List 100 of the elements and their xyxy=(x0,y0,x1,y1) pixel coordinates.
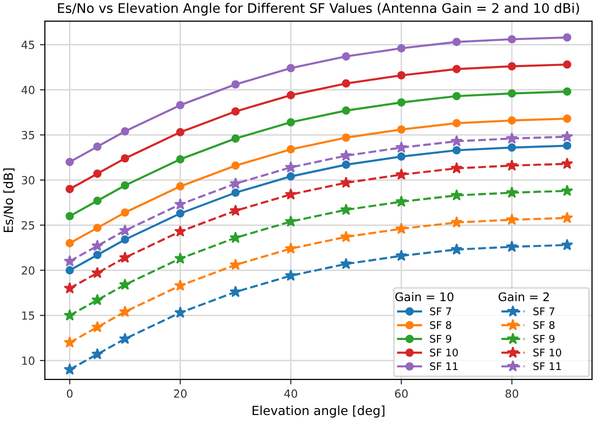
point xyxy=(561,158,574,169)
point xyxy=(230,177,242,189)
point xyxy=(230,286,242,298)
point xyxy=(562,60,572,69)
point xyxy=(286,64,295,72)
point xyxy=(506,132,518,144)
point xyxy=(342,79,350,88)
point xyxy=(395,168,408,180)
point xyxy=(64,255,76,266)
point xyxy=(64,336,76,348)
point xyxy=(506,213,518,225)
point xyxy=(120,181,130,190)
point xyxy=(450,243,463,255)
point xyxy=(450,216,463,228)
point xyxy=(561,184,574,196)
legend-label: SF 7 xyxy=(533,307,554,316)
point xyxy=(342,106,350,115)
legend-label: SF 9 xyxy=(533,334,554,343)
point xyxy=(397,98,406,107)
point xyxy=(120,154,130,163)
point xyxy=(397,71,406,80)
point xyxy=(342,133,350,142)
point xyxy=(231,134,240,143)
point xyxy=(176,128,184,136)
y-tick-label: 45 xyxy=(22,40,34,50)
point xyxy=(230,232,242,243)
point xyxy=(119,224,131,236)
point xyxy=(119,332,131,344)
text: Gain = 2 xyxy=(498,292,549,302)
point xyxy=(340,258,352,270)
point xyxy=(91,266,104,278)
point xyxy=(562,114,572,123)
legend-label: SF 10 xyxy=(430,348,458,356)
point xyxy=(450,189,463,201)
point xyxy=(452,92,461,100)
point xyxy=(174,252,186,264)
point xyxy=(230,258,242,270)
point xyxy=(176,100,184,110)
point xyxy=(284,242,297,254)
x-tick-label: 0 xyxy=(66,389,73,398)
point xyxy=(91,348,104,360)
y-tick-label: 40 xyxy=(22,86,34,94)
point xyxy=(342,52,350,61)
x-tick-label: 20 xyxy=(174,389,187,398)
point xyxy=(506,159,518,171)
point xyxy=(93,142,102,151)
legend-label: SF 11 xyxy=(533,362,561,370)
point xyxy=(120,208,130,217)
point xyxy=(340,204,352,216)
point xyxy=(452,119,461,128)
point xyxy=(342,160,350,169)
point xyxy=(176,209,184,218)
point xyxy=(562,87,572,96)
point xyxy=(286,145,295,154)
point xyxy=(66,212,74,220)
point xyxy=(284,269,297,281)
point xyxy=(508,116,516,125)
x-tick-label: 80 xyxy=(506,389,518,398)
legend-label: SF 10 xyxy=(533,348,562,356)
point xyxy=(395,222,408,234)
point xyxy=(340,230,352,242)
point xyxy=(64,363,76,375)
legend-label: SF 7 xyxy=(430,307,452,316)
point xyxy=(231,161,240,170)
point xyxy=(340,176,352,188)
point xyxy=(174,198,186,210)
point xyxy=(286,118,295,126)
point xyxy=(562,142,572,150)
point xyxy=(66,158,74,166)
y-tick-label: 15 xyxy=(22,312,34,320)
point xyxy=(508,62,516,70)
point xyxy=(562,33,572,42)
point xyxy=(176,182,184,191)
point xyxy=(231,188,240,197)
y-tick-label: 25 xyxy=(22,221,34,230)
x-tick-label: 60 xyxy=(395,389,408,398)
point xyxy=(508,89,516,98)
point xyxy=(93,196,102,205)
point xyxy=(284,161,297,173)
point xyxy=(93,224,102,232)
point xyxy=(450,134,463,146)
chart-title: Es/No vs Elevation Angle for Different SF Values (Antenna Gain = 2 and 10 dBi) xyxy=(58,2,579,16)
point xyxy=(397,125,406,134)
point xyxy=(231,80,240,89)
point xyxy=(506,240,518,252)
point xyxy=(286,91,295,100)
legend-label: SF 9 xyxy=(430,334,452,343)
point xyxy=(452,146,461,154)
point xyxy=(561,238,574,250)
point xyxy=(508,143,516,152)
point xyxy=(340,149,352,161)
point xyxy=(66,239,74,248)
point xyxy=(286,172,295,181)
point xyxy=(561,212,574,224)
point xyxy=(119,306,131,317)
point xyxy=(231,107,240,116)
text: Gain = 10 xyxy=(395,292,454,302)
legend-label: SF 8 xyxy=(430,321,452,329)
point xyxy=(91,240,104,252)
point xyxy=(176,155,184,164)
